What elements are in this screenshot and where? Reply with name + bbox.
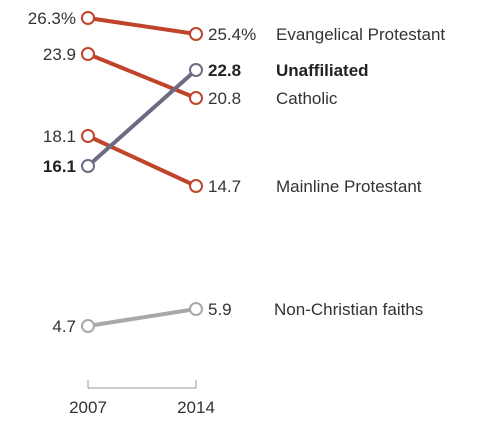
point-non-christian-faiths-2007 [81, 319, 95, 333]
x-axis: 2007 2014 [69, 380, 215, 417]
end-label-unaffiliated: 22.8 [208, 61, 241, 80]
point-evangelical-protestant-2007 [81, 11, 95, 25]
line-evangelical-protestant [86, 16, 198, 36]
series-name-mainline-protestant: Mainline Protestant [276, 177, 422, 196]
line-catholic [86, 52, 198, 100]
series-points [81, 11, 203, 333]
point-unaffiliated-2014 [189, 63, 203, 77]
series-name-non-christian-faiths: Non-Christian faiths [274, 300, 423, 319]
start-label-catholic: 23.9 [43, 45, 76, 64]
end-label-catholic: 20.8 [208, 89, 241, 108]
series-name-evangelical-protestant: Evangelical Protestant [276, 25, 445, 44]
start-label-unaffiliated: 16.1 [43, 157, 76, 176]
start-label-non-christian-faiths: 4.7 [52, 317, 76, 336]
start-label-mainline-protestant: 18.1 [43, 127, 76, 146]
x-tick-label-2014: 2014 [177, 398, 215, 417]
line-non-christian-faiths [86, 307, 198, 328]
point-mainline-protestant-2007 [81, 129, 95, 143]
series-name-catholic: Catholic [276, 89, 338, 108]
line-unaffiliated [86, 68, 198, 168]
end-label-mainline-protestant: 14.7 [208, 177, 241, 196]
point-unaffiliated-2007 [81, 159, 95, 173]
series-lines [86, 16, 198, 328]
point-catholic-2007 [81, 47, 95, 61]
line-mainline-protestant [86, 134, 198, 188]
x-tick-label-2007: 2007 [69, 398, 107, 417]
point-evangelical-protestant-2014 [189, 27, 203, 41]
point-catholic-2014 [189, 91, 203, 105]
point-mainline-protestant-2014 [189, 179, 203, 193]
point-non-christian-faiths-2014 [189, 302, 203, 316]
end-label-evangelical-protestant: 25.4% [208, 25, 256, 44]
start-label-evangelical-protestant: 26.3% [28, 9, 76, 28]
series-name-unaffiliated: Unaffiliated [276, 61, 369, 80]
end-label-non-christian-faiths: 5.9 [208, 300, 232, 319]
series-labels: 26.3% 25.4% Evangelical Protestant 16.1 22.8… [28, 9, 446, 336]
